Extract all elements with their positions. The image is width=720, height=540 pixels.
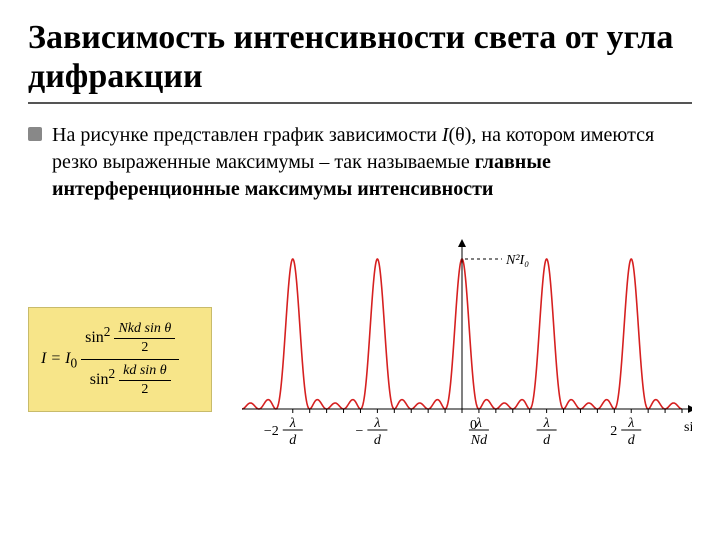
svg-text:λ: λ bbox=[627, 416, 634, 431]
svg-text:−2: −2 bbox=[264, 424, 279, 439]
svg-text:λ: λ bbox=[289, 416, 296, 431]
formula-box: I = I0 sin2 Nkd sin θ 2 sin2 kd sin θ 2 bbox=[28, 307, 212, 412]
bullet-icon bbox=[28, 127, 42, 141]
svg-text:d: d bbox=[374, 433, 382, 448]
slide-title: Зависимость интенсивности света от угла … bbox=[28, 18, 692, 104]
svg-text:d: d bbox=[628, 433, 636, 448]
svg-text:Nd: Nd bbox=[470, 433, 488, 448]
bullet-row: На рисунке представлен график зависимост… bbox=[28, 122, 692, 203]
diffraction-chart: N²I₀−2λd−λd0λd2λdλNdsin θ bbox=[232, 239, 692, 479]
svg-text:d: d bbox=[543, 433, 551, 448]
svg-text:sin θ: sin θ bbox=[684, 420, 692, 435]
svg-text:d: d bbox=[289, 433, 297, 448]
svg-text:2: 2 bbox=[610, 424, 617, 439]
svg-text:−: − bbox=[355, 424, 363, 439]
bullet-text: На рисунке представлен график зависимост… bbox=[52, 122, 692, 203]
svg-text:λ: λ bbox=[475, 416, 482, 431]
svg-text:λ: λ bbox=[543, 416, 550, 431]
svg-text:N²I₀: N²I₀ bbox=[505, 253, 529, 268]
svg-text:λ: λ bbox=[373, 416, 380, 431]
